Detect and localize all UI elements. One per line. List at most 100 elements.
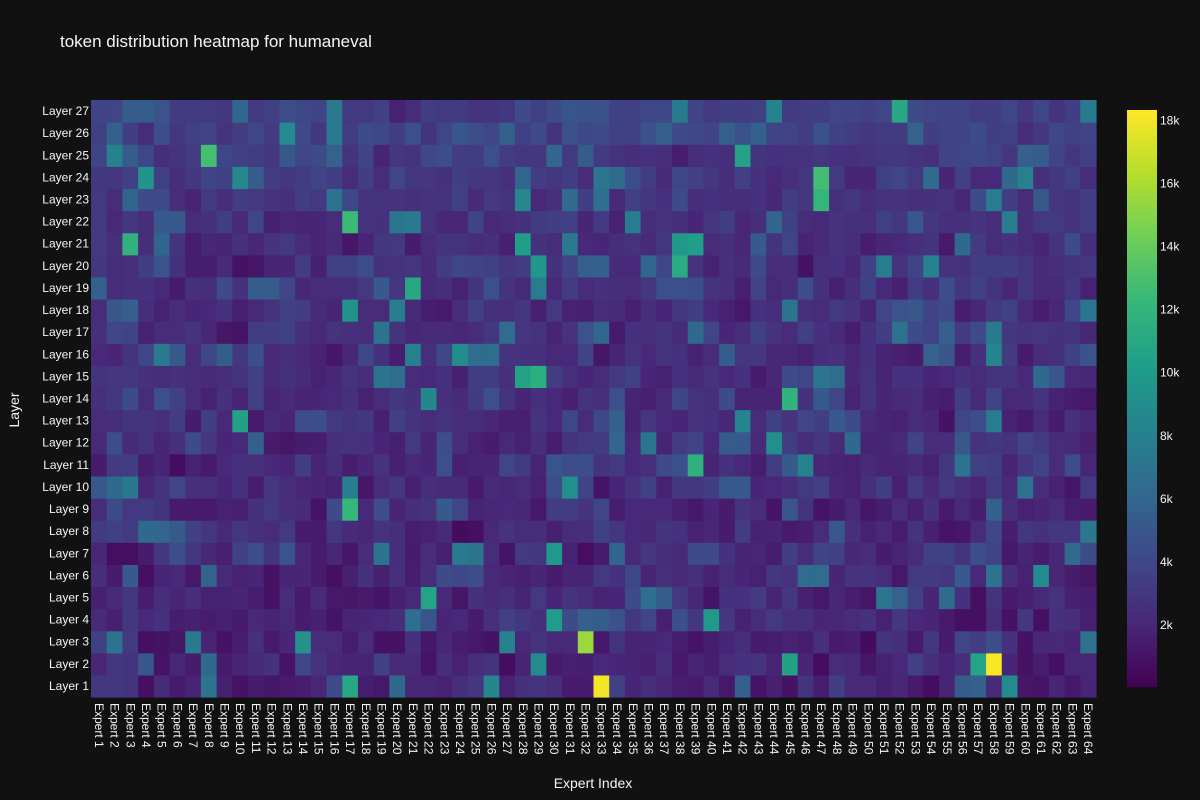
heatmap-cell bbox=[876, 343, 893, 366]
heatmap-cell bbox=[640, 674, 657, 698]
heatmap-cell bbox=[420, 210, 438, 234]
heatmap-cell bbox=[467, 630, 485, 654]
heatmap-cell bbox=[169, 475, 186, 499]
heatmap-cell bbox=[91, 299, 108, 322]
heatmap-cell bbox=[624, 542, 642, 565]
heatmap-cell bbox=[577, 453, 595, 477]
heatmap-cell bbox=[781, 409, 799, 433]
heatmap-cell bbox=[106, 475, 123, 499]
heatmap-cell bbox=[844, 232, 862, 256]
heatmap-cell bbox=[546, 431, 563, 455]
heatmap-cell bbox=[342, 453, 359, 477]
heatmap-cell bbox=[640, 608, 657, 632]
heatmap-cell bbox=[876, 299, 893, 322]
heatmap-cell bbox=[248, 498, 265, 521]
heatmap-cell bbox=[844, 453, 862, 477]
heatmap-cell bbox=[185, 299, 202, 322]
heatmap-cell bbox=[703, 321, 720, 344]
heatmap-cell bbox=[750, 343, 767, 366]
heatmap-cell bbox=[766, 166, 783, 190]
heatmap-cell bbox=[310, 166, 328, 190]
heatmap-cell bbox=[1080, 520, 1097, 543]
heatmap-cell bbox=[923, 122, 940, 145]
heatmap-cell bbox=[672, 299, 689, 322]
heatmap-cell bbox=[797, 166, 814, 190]
heatmap-cell bbox=[185, 475, 202, 499]
x-tick-label: Expert 22 bbox=[422, 703, 436, 755]
heatmap-cell bbox=[326, 586, 343, 610]
heatmap-cell bbox=[499, 409, 516, 433]
heatmap-cell bbox=[844, 520, 862, 543]
heatmap-cell bbox=[405, 542, 422, 565]
heatmap-cell bbox=[373, 122, 390, 145]
heatmap-cell bbox=[373, 652, 390, 676]
heatmap-cell bbox=[169, 498, 186, 521]
heatmap-cell bbox=[593, 166, 610, 190]
heatmap-cell bbox=[357, 431, 375, 455]
heatmap-cell bbox=[938, 144, 956, 167]
x-tick-label: Expert 45 bbox=[783, 703, 797, 755]
heatmap-cell bbox=[954, 210, 971, 234]
heatmap-cell bbox=[91, 520, 108, 543]
heatmap-cell bbox=[373, 608, 390, 632]
heatmap-cell bbox=[1064, 166, 1081, 190]
heatmap-cell bbox=[467, 520, 485, 543]
heatmap-cell bbox=[970, 498, 987, 521]
heatmap-cell bbox=[138, 321, 155, 344]
heatmap-cell bbox=[200, 475, 218, 499]
heatmap-cell bbox=[562, 321, 579, 344]
heatmap-cell bbox=[216, 210, 233, 234]
x-tick-label: Expert 18 bbox=[359, 703, 373, 755]
heatmap-cell bbox=[389, 166, 406, 190]
heatmap-cell bbox=[734, 299, 752, 322]
y-tick-label: Layer 26 bbox=[42, 126, 89, 140]
heatmap-cell bbox=[106, 674, 123, 698]
heatmap-cell bbox=[1080, 365, 1097, 389]
heatmap-cell bbox=[295, 210, 312, 234]
heatmap-cell bbox=[938, 409, 956, 433]
heatmap-cell bbox=[200, 321, 218, 344]
heatmap-cell bbox=[389, 652, 406, 676]
heatmap-cell bbox=[781, 542, 799, 565]
heatmap-cell bbox=[1033, 498, 1050, 521]
heatmap-cell bbox=[562, 608, 579, 632]
heatmap-cell bbox=[562, 254, 579, 278]
heatmap-cell bbox=[452, 232, 469, 256]
heatmap-cell bbox=[923, 100, 940, 123]
x-tick-label: Expert 38 bbox=[673, 703, 687, 755]
heatmap-cell bbox=[577, 409, 595, 433]
heatmap-cell bbox=[106, 542, 123, 565]
heatmap-cell bbox=[781, 586, 799, 610]
heatmap-cell bbox=[781, 365, 799, 389]
heatmap-cell bbox=[954, 630, 971, 654]
heatmap-cell bbox=[970, 542, 987, 565]
heatmap-cell bbox=[609, 321, 626, 344]
heatmap-cell bbox=[91, 144, 108, 167]
heatmap-cell bbox=[295, 542, 312, 565]
heatmap-cell bbox=[813, 122, 830, 145]
heatmap-cell bbox=[483, 409, 500, 433]
heatmap-cell bbox=[232, 652, 249, 676]
heatmap-cell bbox=[562, 453, 579, 477]
heatmap-cell bbox=[656, 674, 673, 698]
heatmap-cell bbox=[279, 542, 296, 565]
heatmap-cell bbox=[923, 630, 940, 654]
heatmap-cell bbox=[1033, 276, 1050, 300]
heatmap-cell bbox=[640, 343, 657, 366]
heatmap-cell bbox=[609, 365, 626, 389]
heatmap-cell bbox=[1001, 321, 1019, 344]
heatmap-cell bbox=[514, 453, 532, 477]
heatmap-cell bbox=[1080, 475, 1097, 499]
heatmap-cell bbox=[891, 652, 909, 676]
heatmap-cell bbox=[91, 321, 108, 344]
heatmap-cell bbox=[703, 343, 720, 366]
heatmap-cell bbox=[279, 210, 296, 234]
heatmap-cell bbox=[1080, 431, 1097, 455]
heatmap-cell bbox=[891, 564, 909, 588]
heatmap-cell bbox=[640, 365, 657, 389]
heatmap-cell bbox=[232, 542, 249, 565]
heatmap-cell bbox=[357, 652, 375, 676]
heatmap-cell bbox=[342, 254, 359, 278]
heatmap-cell bbox=[766, 100, 783, 123]
heatmap-cell bbox=[797, 321, 814, 344]
